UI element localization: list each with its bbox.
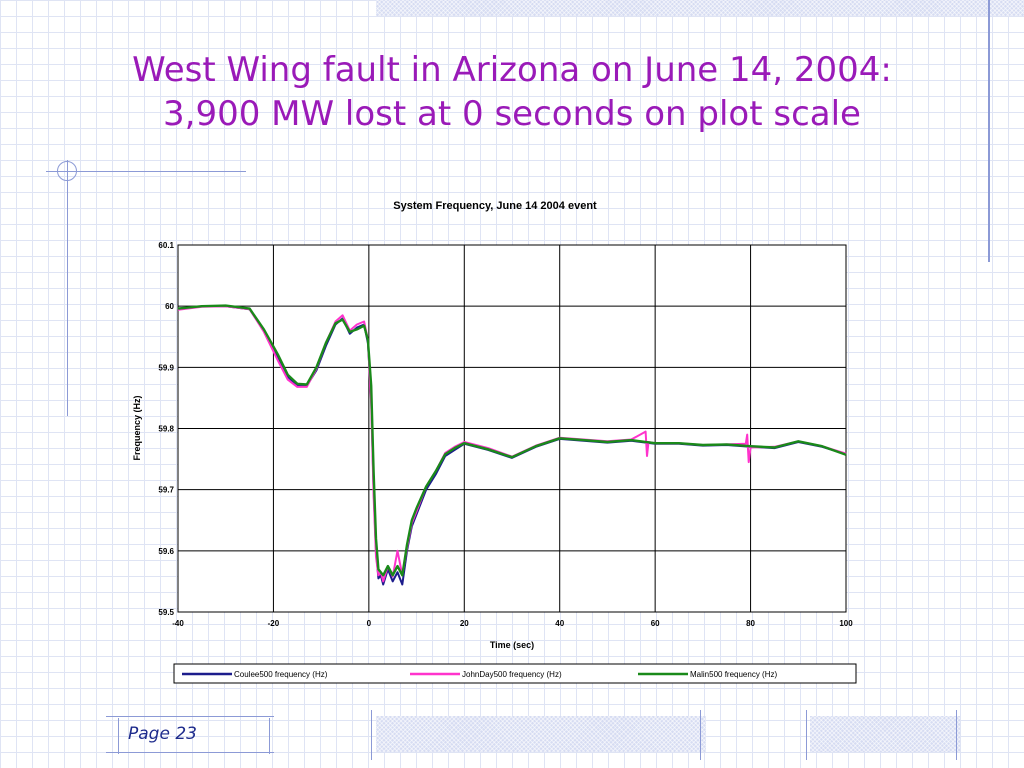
legend-box [173, 663, 857, 684]
footer-middle-tick-right [700, 710, 701, 760]
footer-line-left-bottom [106, 752, 274, 753]
footer-line-left [106, 716, 274, 717]
footer-right-tick-left [806, 710, 807, 760]
slide-title-line-2: 3,900 MW lost at 0 seconds on plot scale [163, 94, 861, 134]
y-tick-label: 60.1 [158, 241, 174, 250]
footer-middle-decor-band [376, 716, 706, 752]
footer-middle-tick-left [371, 710, 372, 760]
series-lines [177, 304, 847, 586]
legend-entry-label: Coulee500 frequency (Hz) [234, 670, 328, 679]
tick-labels: -40 -20 0 20 40 60 80 100 59.5 59.6 59.7 59.8 59.9 60… [158, 241, 853, 628]
x-tick-label: 20 [460, 619, 469, 628]
slide-title: West Wing fault in Arizona on June 14, 2… [60, 48, 964, 136]
y-tick-label: 59.8 [158, 425, 174, 434]
top-right-decor-band [376, 0, 1024, 16]
legend-entry-label: JohnDay500 frequency (Hz) [462, 670, 562, 679]
decor-circle [57, 161, 77, 181]
left-horizontal-decor-line [46, 171, 246, 172]
legend-entry-label: Malin500 frequency (Hz) [690, 670, 777, 679]
y-tick-label: 59.6 [158, 547, 174, 556]
x-tick-label: 100 [839, 619, 853, 628]
frequency-chart: System Frequency, June 14 2004 event Fre… [132, 200, 857, 684]
chart-title: System Frequency, June 14 2004 event [393, 200, 597, 212]
y-tick-label: 59.5 [158, 608, 174, 617]
x-tick-label: 0 [367, 619, 372, 628]
x-tick-label: 40 [555, 619, 564, 628]
left-vertical-decor-line [67, 160, 68, 416]
x-tick-label: -40 [172, 619, 184, 628]
footer-right-tick-right [956, 710, 957, 760]
legend: Coulee500 frequency (Hz) JohnDay500 frequ… [182, 670, 777, 679]
right-vertical-decor-line [988, 0, 990, 262]
x-tick-label: 80 [746, 619, 755, 628]
y-tick-label: 59.9 [158, 363, 174, 372]
x-tick-label: -20 [268, 619, 280, 628]
footer-right-decor-band [810, 716, 960, 752]
malin500-frequency-line [177, 304, 847, 577]
chart-x-axis-label: Time (sec) [490, 640, 534, 650]
slide-title-line-1: West Wing fault in Arizona on June 14, 2… [132, 50, 892, 90]
grid-lines [177, 244, 847, 613]
footer-page-box [118, 718, 270, 754]
x-tick-label: 60 [651, 619, 660, 628]
y-tick-label: 59.7 [158, 486, 174, 495]
y-tick-label: 60 [165, 302, 174, 311]
page-number-label: Page 23 [128, 724, 197, 744]
chart-y-axis-label: Frequency (Hz) [132, 395, 142, 460]
